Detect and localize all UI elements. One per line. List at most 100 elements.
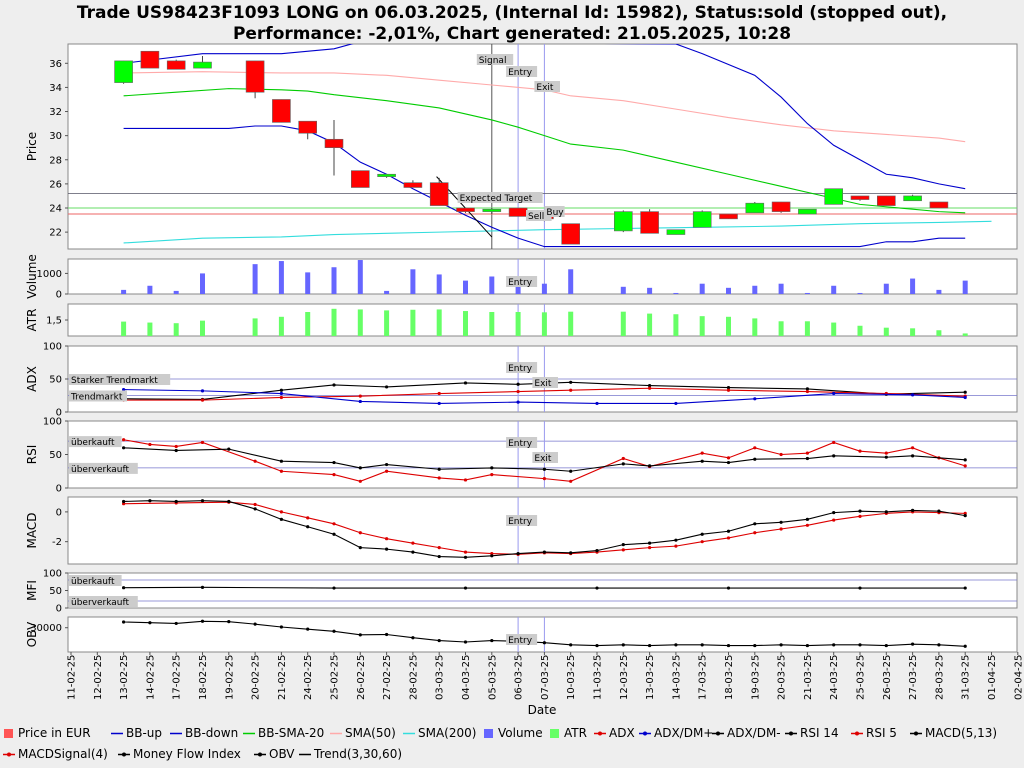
- x-tick-label: 19-02-25: [224, 655, 235, 700]
- candle-down: [456, 207, 475, 212]
- adx-dm-plus-line-point: [437, 401, 441, 406]
- legend: Price in EUR BB-up BB-down BB-SMA-20 SMA(50)…: [3, 726, 997, 761]
- volume-bar: [463, 280, 468, 294]
- adx-line-point: [516, 389, 520, 394]
- obv-line-point: [569, 643, 573, 647]
- mfi-level-label: überverkauft: [71, 598, 130, 608]
- adx-dm-minus-line-point: [385, 385, 389, 389]
- macd-line-point: [805, 517, 810, 521]
- candle-down: [929, 201, 949, 209]
- macd-line-point: [279, 517, 283, 521]
- expected-target-label: Expected Target: [460, 194, 533, 204]
- adx-dm-minus-line-point: [332, 383, 336, 387]
- rsi5-line-point: [122, 438, 126, 442]
- rsi14-line-point: [621, 462, 625, 466]
- rsi14-line-point: [332, 460, 336, 465]
- atr-bar: [804, 321, 810, 336]
- legend-label: Trend(3,30,60): [313, 747, 402, 761]
- legend-item: ADX/DM-: [712, 726, 781, 740]
- obv-line-point: [805, 643, 810, 648]
- volume-bar: [620, 286, 626, 294]
- atr-bar: [331, 308, 337, 336]
- candle-down: [403, 182, 423, 188]
- volume-bar: [121, 289, 127, 294]
- event-label-exit-bg: [532, 377, 558, 388]
- rsi14-line-point: [279, 459, 283, 463]
- candle-down: [324, 138, 344, 149]
- event-label-entry: Entry: [508, 439, 533, 449]
- rsi-y-tick-label: 100: [43, 417, 62, 428]
- bb-up-line: [123, 44, 966, 190]
- rsi5-line-point: [726, 456, 731, 460]
- candle-up: [114, 60, 133, 83]
- adx-dm-minus-line-point: [963, 390, 967, 394]
- macd-signal-line-point: [358, 531, 362, 535]
- rsi5-line-point: [542, 477, 547, 481]
- legend-item: Trend(3,30,60): [299, 747, 402, 761]
- event-label-signal: Signal: [479, 56, 507, 66]
- obv-plot-area: [67, 616, 1018, 653]
- adx-dm-minus-line-point: [516, 382, 520, 386]
- volume-bar: [962, 280, 968, 294]
- x-tick-label: 31-03-25: [961, 655, 972, 700]
- rsi-level-label-bg: [69, 462, 138, 474]
- adx-line-point: [200, 398, 205, 402]
- atr-bar: [699, 316, 705, 336]
- volume-bar: [436, 274, 442, 294]
- candle-down: [850, 195, 870, 200]
- macd-line-point: [358, 546, 362, 550]
- adx-y-tick-label: 100: [43, 342, 62, 353]
- atr-bar: [673, 314, 679, 336]
- rsi14-line-point: [832, 454, 836, 458]
- x-tick-label: 19-03-25: [750, 655, 761, 700]
- x-tick-label: 26-03-25: [882, 655, 893, 700]
- atr-panel: ATR 1,5: [25, 303, 1018, 337]
- obv-y-tick-label: 30000: [30, 623, 62, 634]
- event-label-entry-bg: [506, 362, 538, 373]
- obv-line-point: [963, 644, 967, 648]
- rsi5-line-point: [332, 473, 336, 477]
- adx-dm-plus-line-point: [911, 393, 915, 397]
- rsi-level-label: überkauft: [71, 438, 115, 448]
- volume-bar: [357, 260, 363, 294]
- price-y-tick-label: 24: [49, 204, 62, 215]
- rsi14-line-point: [437, 467, 441, 471]
- atr-bar: [357, 309, 363, 336]
- rsi14-line-point: [726, 460, 731, 465]
- legend-item: RSI 5: [851, 726, 897, 740]
- x-tick-label: 11-02-25: [67, 655, 78, 700]
- legend-item: SMA(200): [403, 726, 476, 740]
- volume-bar: [331, 267, 337, 294]
- candle-up: [193, 61, 212, 69]
- rsi5-line-point: [490, 473, 494, 477]
- x-tick-label: 07-03-25: [540, 655, 551, 700]
- event-label-entry-bg: [506, 437, 538, 448]
- obv-line-point: [227, 620, 231, 624]
- adx-dm-minus-line-point: [569, 380, 573, 384]
- rsi5-line-point: [753, 446, 757, 450]
- adx-line-point: [648, 386, 652, 390]
- volume-panel: Volume 0 1000 Entry: [25, 254, 1018, 301]
- atr-bar: [883, 327, 889, 336]
- volume-bar: [278, 261, 284, 294]
- macd-signal-line-point: [805, 523, 810, 527]
- macd-signal-line-point: [674, 544, 678, 548]
- x-tick-label: 01-04-25: [987, 655, 998, 700]
- chart-title-line1: Trade US98423F1093 LONG on 06.03.2025, (…: [77, 3, 947, 23]
- mfi-line-point: [332, 586, 336, 590]
- macd-line-point: [700, 532, 704, 536]
- macd-signal-line-point: [648, 546, 652, 550]
- rsi5-line-point: [253, 459, 257, 463]
- atr-bar: [620, 311, 626, 336]
- macd-y-axis-label: MACD: [25, 513, 39, 549]
- mfi-line-point: [200, 585, 205, 589]
- atr-bar: [647, 313, 653, 336]
- legend-item: BB-down: [170, 726, 238, 740]
- macd-signal-line-point: [437, 546, 441, 550]
- rsi-level-label-bg: [69, 436, 122, 448]
- legend-label: MACD(5,13): [925, 726, 997, 740]
